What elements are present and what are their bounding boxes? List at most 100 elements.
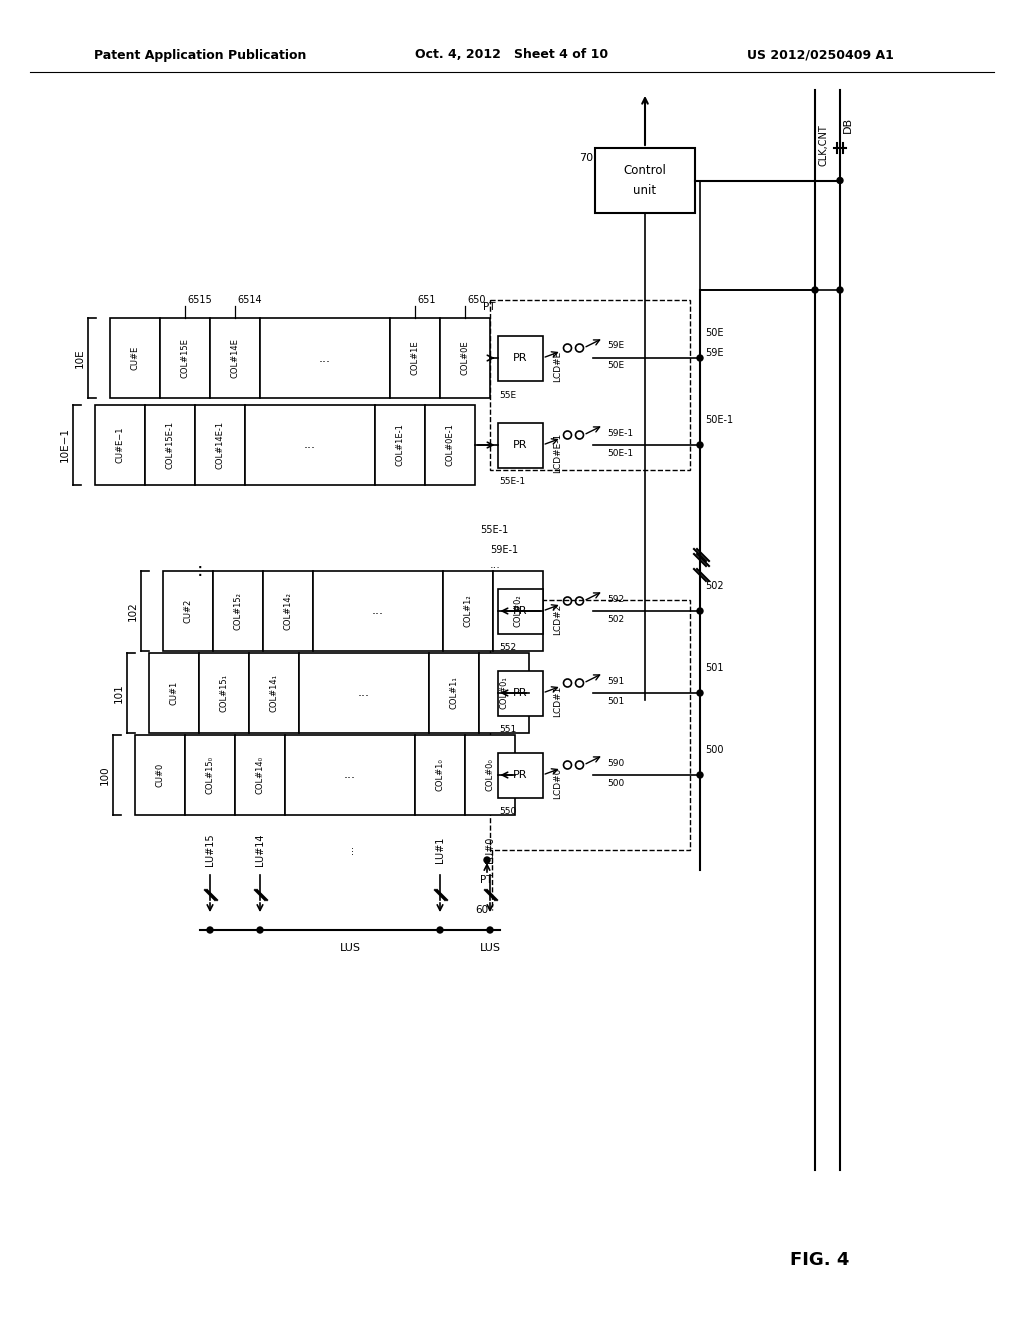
Bar [498,422,543,467]
Text: 500: 500 [705,744,724,755]
Text: COL#15E-1: COL#15E-1 [166,421,174,469]
Text: COL#0₂: COL#0₂ [513,595,522,627]
Text: CU#E: CU#E [130,346,139,370]
Text: 500: 500 [607,779,625,788]
Bar [210,318,260,399]
Text: COL#15₀: COL#15₀ [206,756,214,795]
Bar [465,735,515,814]
Text: 6514: 6514 [237,294,261,305]
Text: PR: PR [513,688,527,698]
Text: PR: PR [513,440,527,450]
Text: LCD#E-1: LCD#E-1 [553,433,562,473]
Text: 50E: 50E [607,362,625,371]
Text: 651: 651 [417,294,435,305]
Text: FIG. 4: FIG. 4 [791,1251,850,1269]
Text: ...: ... [358,686,370,700]
Text: LU#15: LU#15 [205,834,215,866]
Text: PT: PT [482,302,495,312]
Bar [195,405,245,484]
Text: 55E-1: 55E-1 [500,478,525,487]
Text: 59E-1: 59E-1 [607,429,634,437]
Text: 50E-1: 50E-1 [705,414,733,425]
Text: COL#14E: COL#14E [230,338,240,378]
Text: COL#0E-1: COL#0E-1 [445,424,455,466]
Text: LCD#2: LCD#2 [553,603,562,635]
Bar [213,572,263,651]
Circle shape [697,772,703,777]
Circle shape [697,609,703,614]
Text: 10E−1: 10E−1 [60,428,70,462]
Bar [245,405,375,484]
Text: LUS: LUS [340,942,360,953]
Circle shape [697,355,703,360]
Text: 10E: 10E [75,348,85,368]
Text: 102: 102 [128,601,138,620]
Bar [95,405,145,484]
Text: CU#1: CU#1 [170,681,178,705]
Bar [234,735,285,814]
Bar [490,601,690,850]
Bar [498,752,543,797]
Circle shape [487,927,493,933]
Circle shape [812,286,818,293]
Text: Oct. 4, 2012   Sheet 4 of 10: Oct. 4, 2012 Sheet 4 of 10 [416,49,608,62]
Text: 501: 501 [607,697,625,705]
Bar [260,318,390,399]
Text: Patent Application Publication: Patent Application Publication [94,49,306,62]
Text: 502: 502 [705,581,724,591]
Circle shape [257,927,263,933]
Text: LU#1: LU#1 [435,837,445,863]
Text: 550: 550 [500,808,517,817]
Circle shape [697,442,703,447]
Text: COL#1₂: COL#1₂ [464,595,472,627]
Text: COL#1₀: COL#1₀ [435,759,444,792]
Text: ...: ... [319,351,331,364]
Text: ...: ... [372,605,384,618]
Bar [313,572,443,651]
Bar [595,148,695,213]
Text: US 2012/0250409 A1: US 2012/0250409 A1 [746,49,893,62]
Bar [390,318,440,399]
Text: CU#E−1: CU#E−1 [116,426,125,463]
Text: COL#1E-1: COL#1E-1 [395,424,404,466]
Bar [249,653,299,733]
Bar [150,653,199,733]
Bar [425,405,475,484]
Text: COL#14₁: COL#14₁ [269,675,279,711]
Text: 59E: 59E [705,348,724,358]
Bar [490,300,690,470]
Bar [498,589,543,634]
Text: 100: 100 [100,766,110,785]
Text: PR: PR [513,352,527,363]
Text: 50E: 50E [705,327,724,338]
Text: 592: 592 [607,594,625,603]
Bar [185,735,234,814]
Text: 551: 551 [500,726,517,734]
Bar [443,572,493,651]
Bar [299,653,429,733]
Text: COL#0₁: COL#0₁ [500,677,509,709]
Text: LUS: LUS [479,942,501,953]
Bar [163,572,213,651]
Text: CU#0: CU#0 [156,763,165,787]
Text: LU#14: LU#14 [255,834,265,866]
Text: 502: 502 [607,615,625,623]
Text: 70: 70 [579,153,593,162]
Circle shape [437,927,443,933]
Text: COL#14E-1: COL#14E-1 [215,421,224,469]
Text: COL#14₂: COL#14₂ [284,593,293,630]
Text: COL#15₂: COL#15₂ [233,593,243,630]
Text: ...: ... [344,768,356,781]
Text: COL#15E: COL#15E [180,338,189,378]
Text: 591: 591 [607,676,625,685]
Bar [263,572,313,651]
Bar [415,735,465,814]
Text: COL#15₁: COL#15₁ [219,675,228,711]
Text: LU#0: LU#0 [485,837,495,863]
Circle shape [697,690,703,696]
Text: DB: DB [843,117,853,133]
Bar [498,335,543,380]
Bar [135,735,185,814]
Circle shape [207,927,213,933]
Text: 60: 60 [475,906,488,915]
